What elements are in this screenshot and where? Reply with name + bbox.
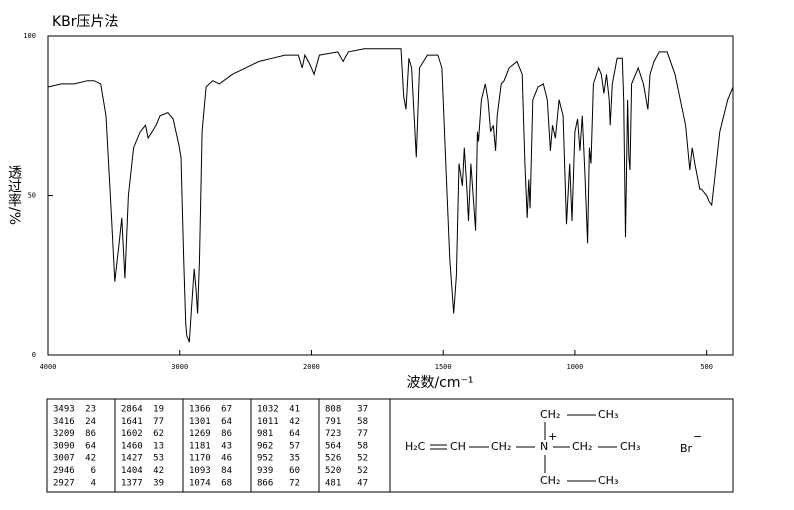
peak-transmittance: 37 <box>357 405 368 415</box>
peak-transmittance: 77 <box>153 417 164 427</box>
charge-label: + <box>548 430 557 443</box>
peak-transmittance: 64 <box>221 417 232 427</box>
peak-wavenumber: 3007 <box>53 454 75 464</box>
peak-transmittance: 35 <box>289 454 300 464</box>
peak-wavenumber: 481 <box>325 478 341 488</box>
peak-transmittance: 43 <box>221 441 232 451</box>
peak-transmittance: 13 <box>153 441 164 451</box>
atom-label: CH₃ <box>598 408 618 421</box>
peak-transmittance: 46 <box>221 454 232 464</box>
peak-transmittance: 6 <box>91 466 96 476</box>
x-tick-label: 3000 <box>171 363 188 371</box>
peak-wavenumber: 3090 <box>53 441 75 451</box>
peak-transmittance: 53 <box>153 454 164 464</box>
peak-wavenumber: 526 <box>325 454 341 464</box>
peak-wavenumber: 808 <box>325 405 341 415</box>
y-tick-label: 100 <box>23 32 36 40</box>
peak-wavenumber: 1269 <box>189 429 211 439</box>
peak-transmittance: 47 <box>357 478 368 488</box>
atom-label: CH₃ <box>598 474 618 487</box>
peak-transmittance: 58 <box>357 417 368 427</box>
x-tick-label: 4000 <box>40 363 57 371</box>
peak-wavenumber: 1093 <box>189 466 211 476</box>
peak-wavenumber: 1181 <box>189 441 211 451</box>
peak-wavenumber: 791 <box>325 417 341 427</box>
x-axis-label: 波数/cm⁻¹ <box>406 375 473 391</box>
peak-wavenumber: 3416 <box>53 417 75 427</box>
peak-transmittance: 72 <box>289 478 300 488</box>
peak-wavenumber: 1170 <box>189 454 211 464</box>
peak-transmittance: 42 <box>153 466 164 476</box>
peak-transmittance: 24 <box>85 417 96 427</box>
charge-label: − <box>693 430 702 443</box>
peak-wavenumber: 564 <box>325 441 341 451</box>
peak-wavenumber: 962 <box>257 441 273 451</box>
peak-transmittance: 42 <box>289 417 300 427</box>
peak-transmittance: 64 <box>85 441 96 451</box>
y-tick-label: 0 <box>32 351 36 359</box>
peak-wavenumber: 939 <box>257 466 273 476</box>
peak-wavenumber: 723 <box>325 429 341 439</box>
peak-wavenumber: 952 <box>257 454 273 464</box>
peak-transmittance: 64 <box>289 429 300 439</box>
x-tick-label: 1000 <box>566 363 583 371</box>
peak-wavenumber: 2927 <box>53 478 75 488</box>
atom-label: CH <box>450 440 466 453</box>
peak-transmittance: 52 <box>357 466 368 476</box>
peak-transmittance: 67 <box>221 405 232 415</box>
atom-label: CH₂ <box>572 440 592 453</box>
peak-transmittance: 39 <box>153 478 164 488</box>
peak-transmittance: 77 <box>357 429 368 439</box>
x-tick-label: 2000 <box>303 363 320 371</box>
peak-wavenumber: 2946 <box>53 466 75 476</box>
atom-label: CH₂ <box>491 440 511 453</box>
peak-wavenumber: 1366 <box>189 405 211 415</box>
peak-transmittance: 60 <box>289 466 300 476</box>
peak-transmittance: 19 <box>153 405 164 415</box>
atom-label: CH₂ <box>540 474 560 487</box>
y-axis-label: 透过率/% <box>6 165 22 225</box>
spectrum-line <box>47 48 734 343</box>
peak-transmittance: 4 <box>91 478 96 488</box>
peak-transmittance: 58 <box>357 441 368 451</box>
peak-wavenumber: 1377 <box>121 478 143 488</box>
peak-wavenumber: 866 <box>257 478 273 488</box>
peak-wavenumber: 1404 <box>121 466 143 476</box>
atom-label: H₂C <box>405 440 426 453</box>
peak-wavenumber: 981 <box>257 429 273 439</box>
peak-wavenumber: 1641 <box>121 417 143 427</box>
peak-transmittance: 23 <box>85 405 96 415</box>
peak-wavenumber: 3493 <box>53 405 75 415</box>
atom-label: CH₃ <box>620 440 640 453</box>
y-tick-label: 50 <box>28 192 36 200</box>
chart-title: KBr压片法 <box>52 14 119 30</box>
atom-label: N <box>540 440 548 453</box>
plot-frame <box>47 35 734 356</box>
peak-wavenumber: 1011 <box>257 417 279 427</box>
peak-wavenumber: 1427 <box>121 454 143 464</box>
peak-transmittance: 86 <box>221 429 232 439</box>
x-tick-label: 500 <box>700 363 713 371</box>
peak-transmittance: 68 <box>221 478 232 488</box>
peak-transmittance: 42 <box>85 454 96 464</box>
peak-transmittance: 52 <box>357 454 368 464</box>
x-tick-label: 1500 <box>435 363 452 371</box>
peak-wavenumber: 1301 <box>189 417 211 427</box>
peak-transmittance: 57 <box>289 441 300 451</box>
peak-wavenumber: 3209 <box>53 429 75 439</box>
peak-wavenumber: 1032 <box>257 405 279 415</box>
peak-transmittance: 84 <box>221 466 232 476</box>
peak-wavenumber: 1460 <box>121 441 143 451</box>
peak-wavenumber: 1602 <box>121 429 143 439</box>
anion-label: Br <box>680 442 693 455</box>
peak-transmittance: 62 <box>153 429 164 439</box>
peak-transmittance: 41 <box>289 405 300 415</box>
peak-wavenumber: 1074 <box>189 478 211 488</box>
atom-label: CH₂ <box>540 408 560 421</box>
peak-wavenumber: 2864 <box>121 405 143 415</box>
peak-wavenumber: 520 <box>325 466 341 476</box>
peak-transmittance: 86 <box>85 429 96 439</box>
